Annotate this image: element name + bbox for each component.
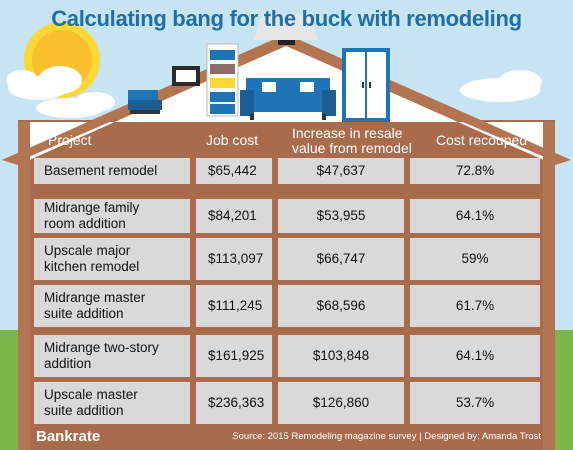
table-cell-recouped: 53.7% — [410, 382, 540, 424]
project-name-line: kitchen remodel — [44, 259, 140, 274]
page-title: Calculating bang for the buck with remod… — [51, 6, 522, 31]
table-cell-recouped: 59% — [410, 238, 540, 280]
project-name-line: suite addition — [44, 403, 124, 418]
table-cell-increase: $53,955 — [278, 199, 404, 233]
table-cell-job-cost: $113,097 — [196, 238, 272, 280]
header-increase: Increase in resale value from remodel — [292, 126, 412, 156]
table-cell-recouped: 72.8% — [410, 158, 540, 184]
bookshelf-icon — [206, 43, 239, 117]
source-note: Source: 2015 Remodeling magazine survey … — [232, 431, 541, 442]
project-name-line: room addition — [44, 216, 126, 231]
table-cell-recouped: 64.1% — [410, 199, 540, 233]
cloud-icon — [460, 70, 542, 102]
table-cell-increase: $68,596 — [278, 285, 404, 327]
table-cell-increase: $66,747 — [278, 238, 404, 280]
project-name-line: Midrange two-story — [44, 340, 159, 355]
header-job-cost: Job cost — [206, 132, 259, 148]
table-cell-job-cost: $236,363 — [196, 382, 272, 424]
project-name-line: Basement remodel — [44, 163, 158, 178]
table-cell-recouped: 61.7% — [410, 285, 540, 327]
table-cell-project: Midrange two-story addition — [34, 335, 190, 377]
wardrobe-icon — [342, 48, 390, 122]
project-name-line: Upscale major — [44, 243, 131, 258]
table-cell-project: Upscale master suite addition — [34, 382, 190, 424]
table-cell-job-cost: $65,442 — [196, 158, 272, 184]
armchair-icon — [128, 90, 162, 114]
project-name-line: Midrange family — [44, 200, 140, 215]
sofa-icon — [240, 78, 336, 120]
project-name-line: Upscale master — [44, 387, 138, 402]
table-cell-project: Midrange master suite addition — [34, 285, 190, 327]
picture-frame-icon — [172, 66, 200, 86]
header-increase-line2: value from remodel — [292, 140, 412, 156]
table-cell-increase: $47,637 — [278, 158, 404, 184]
brand-logo: Bankrate — [36, 428, 101, 445]
project-name-line: Midrange master — [44, 290, 146, 305]
header-project: Project — [48, 132, 92, 148]
table-cell-project: Midrange family room addition — [34, 199, 190, 233]
table-cell-project: Basement remodel — [34, 158, 190, 184]
table-cell-job-cost: $84,201 — [196, 199, 272, 233]
header-increase-line1: Increase in resale — [292, 125, 403, 141]
project-name-line: suite addition — [44, 306, 124, 321]
table-cell-recouped: 64.1% — [410, 335, 540, 377]
cloud-icon — [6, 66, 82, 100]
project-name-line: addition — [44, 356, 92, 371]
header-recouped: Cost recouped — [436, 132, 528, 148]
table-cell-increase: $103,848 — [278, 335, 404, 377]
cloud-icon — [36, 92, 115, 118]
table-cell-job-cost: $111,245 — [196, 285, 272, 327]
table-cell-project: Upscale major kitchen remodel — [34, 238, 190, 280]
table-cell-job-cost: $161,925 — [196, 335, 272, 377]
table-cell-increase: $126,860 — [278, 382, 404, 424]
